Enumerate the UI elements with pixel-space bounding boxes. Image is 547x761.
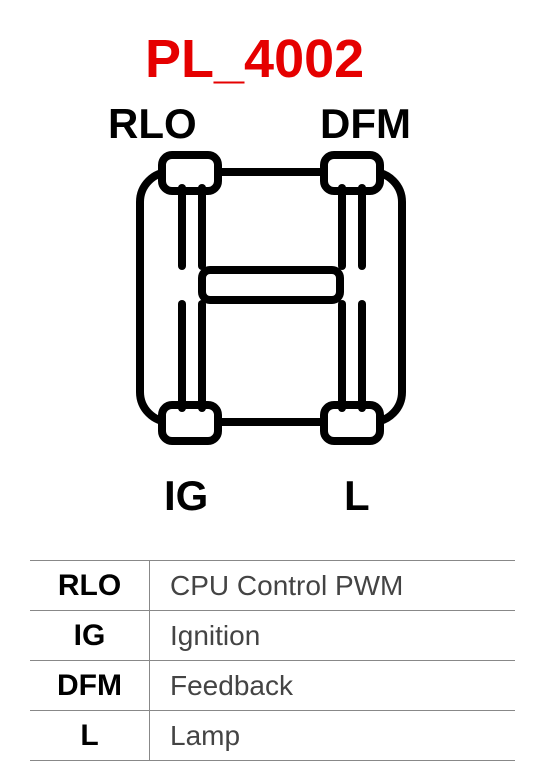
desc-cell: Ignition (150, 611, 515, 660)
connector-svg (90, 100, 450, 520)
pin-label-ig: IG (164, 472, 208, 520)
pin-label-l: L (344, 472, 370, 520)
abbr-cell: IG (30, 611, 150, 660)
abbr-cell: DFM (30, 661, 150, 710)
abbr-cell: L (30, 711, 150, 760)
desc-cell: CPU Control PWM (150, 561, 515, 610)
part-number-title: PL_4002 (145, 28, 364, 90)
pin-definition-table: RLO CPU Control PWM IG Ignition DFM Feed… (30, 560, 515, 761)
table-row: L Lamp (30, 711, 515, 761)
table-row: IG Ignition (30, 611, 515, 661)
abbr-cell: RLO (30, 561, 150, 610)
desc-cell: Lamp (150, 711, 515, 760)
table-row: DFM Feedback (30, 661, 515, 711)
pin-label-dfm: DFM (320, 100, 411, 148)
table-row: RLO CPU Control PWM (30, 561, 515, 611)
desc-cell: Feedback (150, 661, 515, 710)
connector-diagram: RLO DFM IG L (90, 100, 450, 520)
pin-label-rlo: RLO (108, 100, 197, 148)
